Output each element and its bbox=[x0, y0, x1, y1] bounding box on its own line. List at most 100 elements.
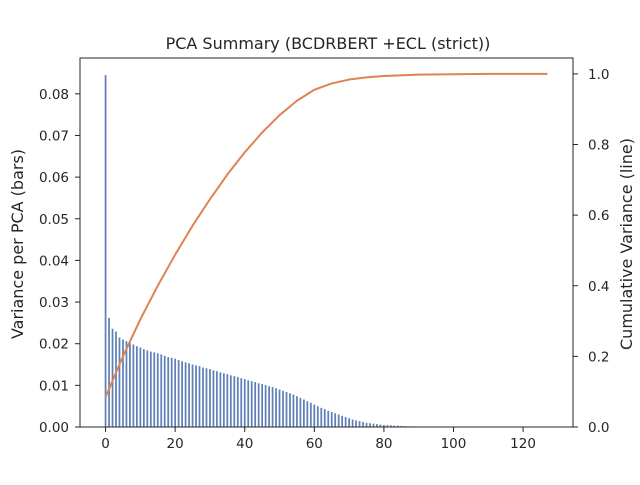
bar-pc-9 bbox=[136, 346, 138, 427]
y-left-tick-label: 0.01 bbox=[39, 378, 69, 394]
bar-pc-73 bbox=[359, 421, 361, 427]
bar-pc-67 bbox=[338, 415, 340, 427]
y-right-tick-label: 0.8 bbox=[588, 138, 609, 154]
bar-pc-44 bbox=[258, 383, 260, 427]
bar-pc-75 bbox=[366, 423, 368, 427]
bar-pc-49 bbox=[275, 388, 277, 427]
bar-pc-40 bbox=[244, 379, 246, 427]
y-left-tick-label: 0.07 bbox=[39, 128, 69, 144]
x-tick-label: 100 bbox=[441, 436, 467, 452]
y-left-tick-label: 0.08 bbox=[39, 87, 69, 103]
bar-pc-55 bbox=[296, 396, 298, 427]
bar-pc-8 bbox=[133, 345, 135, 427]
bar-pc-23 bbox=[185, 362, 187, 427]
bar-pc-24 bbox=[188, 363, 190, 427]
bar-pc-0 bbox=[105, 75, 107, 427]
bar-pc-48 bbox=[272, 387, 274, 427]
x-tick-label: 0 bbox=[101, 436, 110, 452]
bar-pc-6 bbox=[126, 341, 128, 427]
bar-pc-13 bbox=[150, 352, 152, 427]
chart-title: PCA Summary (BCDRBERT +ECL (strict)) bbox=[166, 34, 491, 53]
bar-pc-33 bbox=[220, 372, 222, 427]
x-tick-label: 80 bbox=[375, 436, 392, 452]
bar-pc-17 bbox=[164, 356, 166, 427]
bar-pc-72 bbox=[355, 420, 357, 427]
bar-pc-64 bbox=[327, 411, 329, 427]
bar-pc-32 bbox=[216, 371, 218, 427]
bar-pc-5 bbox=[122, 340, 124, 427]
y-right-tick-label: 1.0 bbox=[588, 67, 609, 83]
bar-pc-53 bbox=[289, 393, 291, 427]
y-right-tick-label: 0.6 bbox=[588, 208, 609, 224]
bar-pc-31 bbox=[213, 370, 215, 427]
bar-pc-1 bbox=[108, 318, 110, 427]
bar-pc-39 bbox=[240, 378, 242, 427]
y-left-tick-label: 0.04 bbox=[39, 253, 69, 269]
bar-pc-4 bbox=[119, 337, 121, 427]
bar-pc-74 bbox=[362, 422, 364, 427]
bar-pc-60 bbox=[313, 405, 315, 427]
bar-pc-61 bbox=[317, 406, 319, 427]
bar-pc-18 bbox=[167, 357, 169, 427]
bar-pc-57 bbox=[303, 400, 305, 427]
y-right-tick-label: 0.4 bbox=[588, 279, 609, 295]
bar-pc-46 bbox=[265, 385, 267, 427]
ticks-layer: 0 20 40 60 80 100 120 0.00 0.01 0.02 0.03 0.04 0.05 0… bbox=[39, 67, 610, 452]
y-left-tick-label: 0.03 bbox=[39, 295, 69, 311]
bar-pc-12 bbox=[146, 350, 148, 427]
bar-pc-54 bbox=[293, 395, 295, 427]
y-left-tick-label: 0.05 bbox=[39, 212, 69, 228]
bar-pc-62 bbox=[320, 408, 322, 427]
bar-pc-26 bbox=[195, 365, 197, 427]
bar-pc-35 bbox=[226, 374, 228, 427]
bar-pc-58 bbox=[306, 401, 308, 427]
bar-pc-68 bbox=[341, 416, 343, 427]
bar-pc-65 bbox=[331, 412, 333, 427]
bar-pc-34 bbox=[223, 373, 225, 427]
bar-pc-21 bbox=[178, 360, 180, 427]
bar-pc-3 bbox=[115, 332, 117, 427]
bar-pc-15 bbox=[157, 353, 159, 427]
bar-pc-41 bbox=[247, 380, 249, 427]
y-right-tick-label: 0.2 bbox=[588, 349, 609, 365]
bar-pc-25 bbox=[192, 365, 194, 427]
bars-layer bbox=[105, 75, 493, 427]
y-right-tick-label: 0.0 bbox=[588, 420, 609, 436]
bar-pc-51 bbox=[282, 391, 284, 427]
y-left-tick-label: 0.00 bbox=[39, 420, 69, 436]
x-tick-label: 60 bbox=[306, 436, 323, 452]
bar-pc-50 bbox=[279, 390, 281, 427]
line-layer bbox=[106, 74, 548, 397]
bar-pc-37 bbox=[233, 376, 235, 427]
bar-pc-19 bbox=[171, 358, 173, 427]
x-tick-label: 40 bbox=[236, 436, 253, 452]
x-tick-label: 120 bbox=[510, 436, 536, 452]
bar-pc-56 bbox=[300, 398, 302, 427]
y-left-tick-label: 0.02 bbox=[39, 337, 69, 353]
bar-pc-43 bbox=[254, 382, 256, 427]
y-axis-left-label: Variance per PCA (bars) bbox=[8, 149, 27, 339]
bar-pc-69 bbox=[345, 417, 347, 427]
bar-pc-36 bbox=[230, 375, 232, 427]
bar-pc-22 bbox=[181, 361, 183, 427]
cumulative-variance-line bbox=[106, 74, 548, 397]
bar-pc-52 bbox=[286, 392, 288, 427]
bar-pc-10 bbox=[139, 347, 141, 427]
bar-pc-47 bbox=[268, 386, 270, 427]
bar-pc-42 bbox=[251, 381, 253, 427]
bar-pc-16 bbox=[160, 355, 162, 427]
bar-pc-76 bbox=[369, 423, 371, 427]
bar-pc-20 bbox=[174, 359, 176, 427]
bar-pc-14 bbox=[153, 352, 155, 427]
x-tick-label: 20 bbox=[167, 436, 184, 452]
bar-pc-70 bbox=[348, 418, 350, 427]
bar-pc-66 bbox=[334, 413, 336, 427]
bar-pc-59 bbox=[310, 403, 312, 427]
bar-pc-63 bbox=[324, 409, 326, 427]
bar-pc-30 bbox=[209, 369, 211, 427]
y-axis-right-label: Cumulative Variance (line) bbox=[617, 138, 636, 350]
bar-pc-29 bbox=[206, 368, 208, 427]
bar-pc-71 bbox=[352, 420, 354, 428]
